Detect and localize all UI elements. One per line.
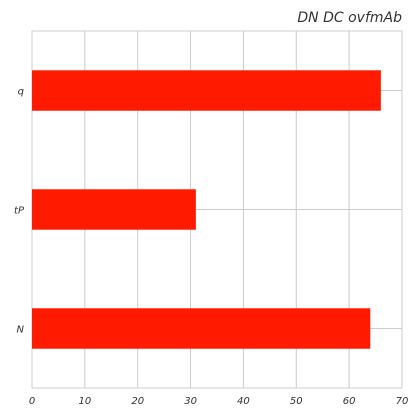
x-tick-label: 0 bbox=[29, 396, 35, 407]
x-tick-label: 20 bbox=[131, 396, 144, 407]
x-tick-label: 70 bbox=[396, 396, 409, 407]
bar-q bbox=[32, 70, 381, 111]
bar-tP bbox=[32, 189, 196, 230]
y-category-labels: NtP q bbox=[14, 87, 25, 336]
x-tick-label: 60 bbox=[343, 396, 356, 407]
y-category-label: q bbox=[18, 87, 24, 98]
chart-title: DN DC ovfmAb bbox=[297, 10, 402, 26]
x-tick-label: 40 bbox=[237, 396, 250, 407]
x-tick-label: 10 bbox=[78, 396, 91, 407]
bars bbox=[32, 70, 381, 349]
y-category-label: N bbox=[17, 325, 25, 336]
x-tick-labels: 0 10 20 30 40 50 60 70 bbox=[29, 396, 409, 407]
bar-N bbox=[32, 308, 371, 349]
x-tick-label: 30 bbox=[184, 396, 197, 407]
x-tick-label: 50 bbox=[290, 396, 303, 407]
y-category-label: tP bbox=[14, 206, 25, 217]
